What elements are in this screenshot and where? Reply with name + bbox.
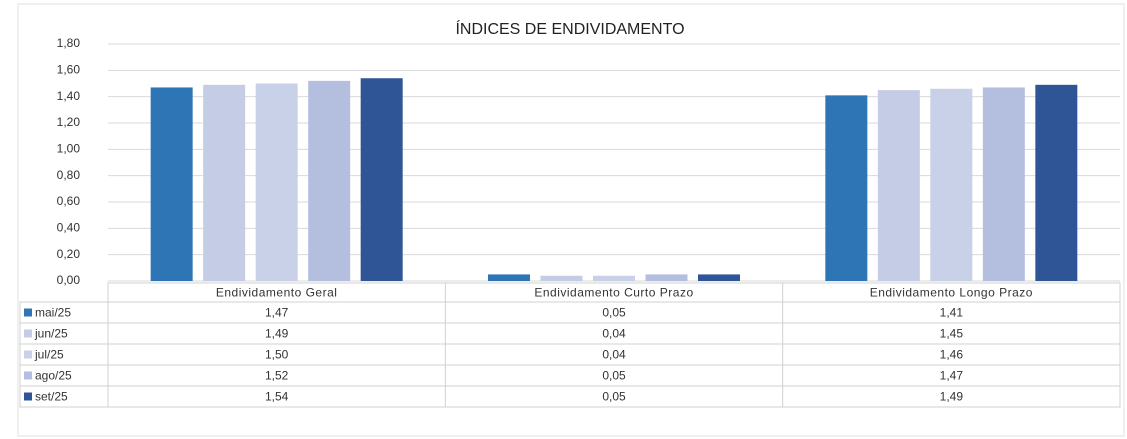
y-tick-label: 0,20 (57, 247, 81, 261)
legend-swatch (24, 350, 32, 359)
data-label: 0,05 (602, 369, 626, 383)
x-tick-label: Endividamento Curto Prazo (534, 286, 693, 300)
x-tick-label: Endividamento Longo Prazo (870, 286, 1033, 300)
bar (1035, 84, 1078, 281)
chart-title: ÍNDICES DE ENDIVIDAMENTO (455, 19, 684, 38)
bar (255, 83, 298, 281)
x-tick-label: Endividamento Geral (216, 286, 338, 300)
y-tick-label: 1,80 (57, 36, 81, 50)
data-label: 1,49 (940, 390, 964, 404)
data-label: 1,49 (265, 327, 289, 341)
y-tick-label: 0,00 (57, 273, 81, 287)
bar (593, 275, 635, 281)
legend-label: set/25 (35, 390, 68, 404)
legend-swatch (24, 308, 32, 317)
legend-label: mai/25 (35, 306, 71, 320)
bar (308, 80, 351, 281)
legend-swatch (24, 371, 32, 380)
y-tick-label: 1,20 (57, 115, 81, 129)
y-tick-label: 1,60 (57, 63, 81, 77)
bar (982, 87, 1025, 281)
y-tick-label: 1,40 (57, 89, 81, 103)
data-label: 1,54 (265, 390, 289, 404)
legend-label: ago/25 (35, 369, 72, 383)
legend-swatch (24, 392, 32, 401)
bar (360, 78, 403, 281)
y-tick-label: 0,80 (57, 168, 81, 182)
data-label: 0,05 (602, 390, 626, 404)
legend-label: jul/25 (34, 348, 64, 362)
bar (698, 274, 740, 281)
bar (877, 90, 920, 281)
bar (203, 84, 246, 281)
y-tick-label: 0,40 (57, 221, 81, 235)
data-label: 0,04 (602, 348, 626, 362)
data-label: 1,47 (940, 369, 964, 383)
bar (150, 87, 193, 281)
data-label: 0,04 (602, 327, 626, 341)
data-label: 1,41 (940, 306, 964, 320)
data-label: 1,45 (940, 327, 964, 341)
data-label: 0,05 (602, 306, 626, 320)
data-label: 1,50 (265, 348, 289, 362)
bar (540, 275, 583, 281)
y-tick-label: 0,60 (57, 194, 81, 208)
legend-label: jun/25 (34, 327, 68, 341)
bar (930, 88, 973, 282)
y-tick-label: 1,00 (57, 142, 81, 156)
data-label: 1,46 (940, 348, 964, 362)
bar (825, 95, 868, 281)
data-label: 1,52 (265, 369, 289, 383)
legend-swatch (24, 329, 32, 338)
data-label: 1,47 (265, 306, 289, 320)
bar (645, 274, 688, 281)
bar (488, 274, 530, 281)
